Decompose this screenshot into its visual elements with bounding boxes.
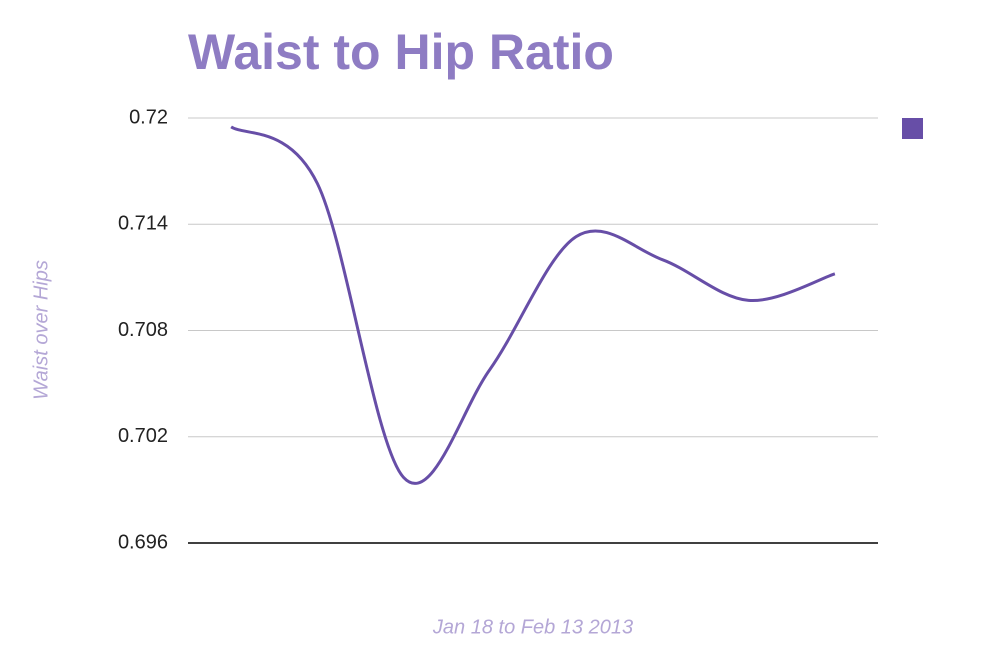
- y-tick-label: 0.708: [118, 319, 168, 341]
- x-axis-label: Jan 18 to Feb 13 2013: [432, 616, 633, 638]
- line-series: [230, 125, 836, 485]
- y-tick-label: 0.702: [118, 425, 168, 447]
- y-tick-label: 0.72: [129, 106, 168, 128]
- y-tick-label: 0.714: [118, 213, 168, 235]
- legend-marker: [902, 118, 923, 139]
- y-tick-label: 0.696: [118, 531, 168, 553]
- y-axis-label: Waist over Hips: [30, 260, 52, 400]
- chart-title: Waist to Hip Ratio: [188, 24, 614, 80]
